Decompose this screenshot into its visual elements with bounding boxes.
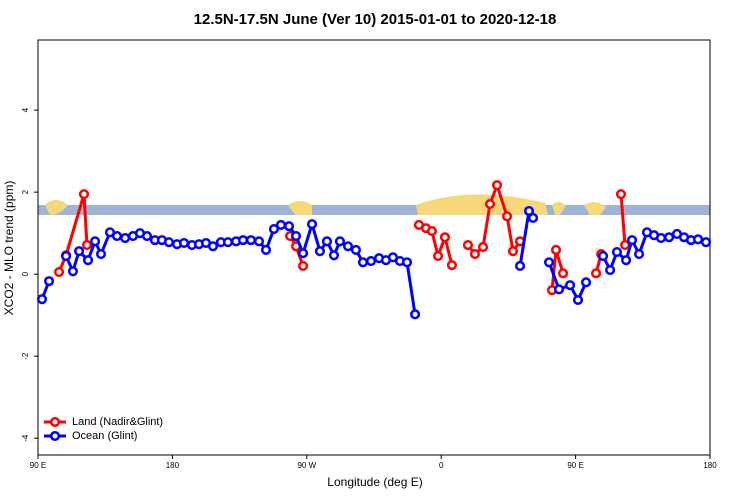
point [67, 266, 78, 277]
point [543, 257, 555, 268]
point [664, 232, 675, 243]
point [484, 198, 496, 210]
point [253, 236, 265, 247]
point [426, 226, 437, 237]
x-tick-label: 0 [439, 461, 444, 470]
point [74, 246, 85, 257]
point [298, 248, 309, 259]
x-tick-label: 180 [703, 461, 717, 470]
legend-label: Ocean (Glint) [72, 430, 137, 442]
point [439, 232, 450, 243]
point [611, 246, 623, 258]
y-tick-label: -4 [21, 434, 30, 442]
point [81, 239, 93, 251]
x-tick-label: 90 W [297, 461, 316, 470]
point [141, 230, 153, 242]
legend-marker [49, 416, 61, 428]
point [523, 205, 535, 217]
point [693, 234, 704, 245]
point [565, 280, 576, 291]
point [626, 235, 638, 246]
point [82, 255, 94, 266]
point [553, 284, 565, 295]
y-tick-label: 4 [21, 107, 30, 112]
point [61, 251, 72, 262]
point [306, 219, 318, 230]
x-axis-label: Longitude (deg E) [327, 475, 422, 489]
point [283, 221, 295, 232]
point [36, 294, 48, 305]
point [558, 268, 569, 279]
legend-label: Land (Nadir&Glint) [72, 416, 163, 428]
point [89, 236, 101, 247]
point [298, 260, 309, 272]
point [634, 249, 645, 260]
point [550, 244, 562, 256]
point [462, 239, 473, 251]
x-tick-label: 90 E [567, 461, 583, 470]
point [111, 230, 123, 242]
point [178, 237, 190, 249]
point [290, 230, 302, 242]
point [477, 242, 489, 253]
point [401, 257, 413, 268]
point [572, 294, 584, 306]
y-tick-label: -2 [21, 352, 30, 360]
point [207, 241, 219, 252]
point [591, 268, 602, 279]
point [433, 251, 444, 262]
y-tick-label: 2 [21, 189, 30, 194]
point [615, 189, 627, 200]
point [245, 235, 256, 246]
point [163, 237, 175, 248]
point [78, 189, 90, 200]
point [350, 244, 361, 256]
point [502, 211, 513, 222]
land-mask-strip [38, 194, 710, 215]
point [621, 255, 632, 266]
plot-frame [37, 39, 711, 456]
point [314, 246, 325, 257]
x-tick-label: 90 E [30, 461, 46, 470]
point [44, 276, 55, 287]
point [700, 237, 712, 248]
point [469, 249, 480, 260]
point [120, 233, 131, 244]
point [581, 277, 592, 288]
point [328, 250, 340, 261]
x-tick-label: 180 [166, 461, 180, 470]
y-tick-label: 0 [21, 271, 30, 276]
point [237, 235, 249, 246]
point [446, 260, 458, 271]
point [321, 236, 333, 247]
legend: Land (Nadir&Glint) Ocean (Glint) [44, 416, 163, 442]
point [507, 246, 519, 257]
point [95, 249, 107, 260]
point [268, 223, 279, 235]
legend-marker [49, 430, 61, 442]
point [605, 265, 616, 276]
point [357, 257, 368, 268]
point [619, 239, 631, 251]
point [342, 241, 354, 252]
point [527, 212, 539, 224]
chart-title: 12.5N-17.5N June (Ver 10) 2015-01-01 to … [194, 11, 557, 28]
point [334, 236, 346, 247]
point [655, 233, 667, 244]
point [514, 260, 526, 272]
point [598, 251, 609, 262]
point [410, 309, 421, 320]
point [492, 180, 503, 191]
point [54, 267, 65, 278]
point [222, 237, 234, 248]
y-axis-label: XCO2 - MLO trend (ppm) [2, 181, 16, 316]
point [365, 255, 377, 267]
point [260, 244, 272, 256]
point [275, 219, 287, 230]
